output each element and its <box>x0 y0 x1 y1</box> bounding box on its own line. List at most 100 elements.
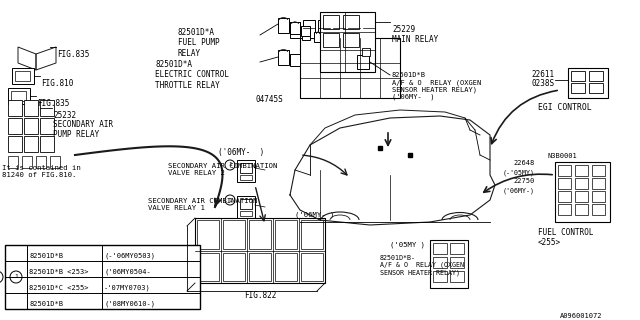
Bar <box>323 33 339 47</box>
Bar <box>575 204 588 215</box>
Bar <box>24 100 38 116</box>
Text: N3B0001: N3B0001 <box>548 153 578 159</box>
Bar <box>50 156 60 168</box>
Bar <box>571 83 585 93</box>
Bar <box>592 204 605 215</box>
Text: A096001072: A096001072 <box>560 313 602 319</box>
Bar <box>5 245 200 309</box>
Bar <box>22 156 32 168</box>
Bar <box>278 50 289 65</box>
Bar <box>343 15 359 29</box>
Bar <box>240 199 252 209</box>
Text: FIG.835: FIG.835 <box>37 99 69 108</box>
Text: 82501D*A
FUEL PUMP
RELAY: 82501D*A FUEL PUMP RELAY <box>178 28 220 58</box>
Bar <box>362 48 370 56</box>
Bar <box>36 156 46 168</box>
Bar <box>450 243 464 254</box>
Bar <box>8 100 22 116</box>
Text: ('06MY- ): ('06MY- ) <box>295 212 334 219</box>
Bar <box>320 12 375 72</box>
Text: 1: 1 <box>228 163 232 167</box>
Bar <box>237 160 255 182</box>
Bar <box>237 196 255 218</box>
Bar <box>433 271 447 282</box>
Bar <box>40 118 54 134</box>
Bar <box>450 257 464 268</box>
Bar <box>197 252 219 281</box>
Text: 1: 1 <box>14 275 18 279</box>
Text: FIG.835: FIG.835 <box>57 50 90 59</box>
Text: 82501D*B: 82501D*B <box>29 301 63 307</box>
Bar <box>249 252 271 281</box>
Text: ('08MY0610-): ('08MY0610-) <box>104 301 155 307</box>
Bar <box>333 20 345 38</box>
Text: 04745S: 04745S <box>255 95 283 104</box>
Text: 82501D*B-
A/F & O  RELAY (OXGEN
SENSOR HEATER RELAY): 82501D*B- A/F & O RELAY (OXGEN SENSOR HE… <box>380 255 464 276</box>
Bar <box>24 118 38 134</box>
Bar <box>575 191 588 202</box>
Bar <box>12 68 34 84</box>
Bar <box>8 118 22 134</box>
Bar <box>589 83 603 93</box>
Text: 25232: 25232 <box>53 111 76 120</box>
Bar <box>11 91 26 101</box>
Bar <box>558 191 571 202</box>
Text: 82501D*B <253>: 82501D*B <253> <box>29 269 88 275</box>
Bar <box>195 218 325 283</box>
Bar <box>318 20 330 38</box>
Text: FIG.822: FIG.822 <box>244 291 276 300</box>
Text: FUEL CONTROL
<255>: FUEL CONTROL <255> <box>538 228 593 247</box>
Bar <box>430 240 468 288</box>
Text: 82501D*A
ELECTRIC CONTROL
THROTTLE RELAY: 82501D*A ELECTRIC CONTROL THROTTLE RELAY <box>155 60 229 90</box>
Text: 0238S: 0238S <box>532 79 555 88</box>
Bar <box>290 22 300 38</box>
Bar <box>314 32 322 42</box>
Text: 82501D*B: 82501D*B <box>29 253 63 259</box>
Bar <box>303 20 315 38</box>
Bar <box>571 71 585 81</box>
Bar <box>275 220 297 249</box>
Bar <box>302 28 310 40</box>
Bar <box>278 18 289 33</box>
Bar <box>357 55 369 69</box>
Bar <box>433 257 447 268</box>
Text: ('05MY ): ('05MY ) <box>390 242 425 249</box>
Text: ('06MY-): ('06MY-) <box>503 187 535 194</box>
Bar <box>8 136 22 152</box>
Bar <box>249 220 271 249</box>
Text: 1: 1 <box>228 197 232 203</box>
Text: -'07MY0703): -'07MY0703) <box>104 285 151 291</box>
Bar <box>40 136 54 152</box>
Text: (-'05MY): (-'05MY) <box>503 169 535 175</box>
Bar <box>348 20 360 38</box>
Bar <box>301 252 323 281</box>
Bar <box>223 220 245 249</box>
Bar <box>301 220 323 249</box>
Bar <box>300 38 400 98</box>
Circle shape <box>0 271 3 283</box>
Bar <box>275 252 297 281</box>
Bar <box>558 165 571 176</box>
Bar <box>223 252 245 281</box>
Bar <box>568 68 608 98</box>
Bar <box>433 243 447 254</box>
Text: 82501D*C <255>: 82501D*C <255> <box>29 285 88 291</box>
Bar <box>592 178 605 189</box>
Text: 22648: 22648 <box>514 160 535 166</box>
Bar <box>558 178 571 189</box>
Text: EGI CONTROL: EGI CONTROL <box>538 103 591 112</box>
Bar <box>24 136 38 152</box>
Bar <box>343 33 359 47</box>
Text: ('06MY-  ): ('06MY- ) <box>218 148 264 157</box>
Bar <box>290 54 300 66</box>
Bar <box>240 175 252 180</box>
Bar <box>558 204 571 215</box>
Bar <box>240 163 252 173</box>
Text: 22611: 22611 <box>532 70 555 79</box>
Bar <box>555 162 610 222</box>
Bar <box>575 178 588 189</box>
Circle shape <box>225 195 235 205</box>
Bar <box>240 211 252 216</box>
Bar <box>8 88 30 104</box>
Text: (-'06MY0503): (-'06MY0503) <box>104 253 155 259</box>
